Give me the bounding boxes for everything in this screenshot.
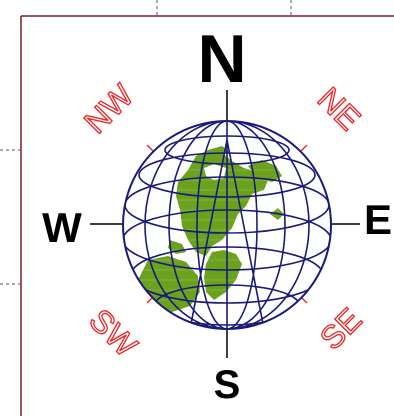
label-south: S — [214, 363, 241, 407]
label-southeast: SE — [313, 301, 369, 357]
label-east: E — [364, 196, 392, 243]
label-north: N — [197, 21, 246, 97]
globe-meridians — [144, 121, 310, 329]
label-west: W — [42, 204, 82, 251]
globe-icon — [122, 120, 332, 330]
label-northeast: NE — [311, 80, 368, 137]
label-southwest: SW — [82, 302, 144, 364]
cardinal-spokes — [90, 90, 360, 358]
label-northwest: NW — [77, 77, 141, 141]
globe-outline — [122, 120, 332, 330]
